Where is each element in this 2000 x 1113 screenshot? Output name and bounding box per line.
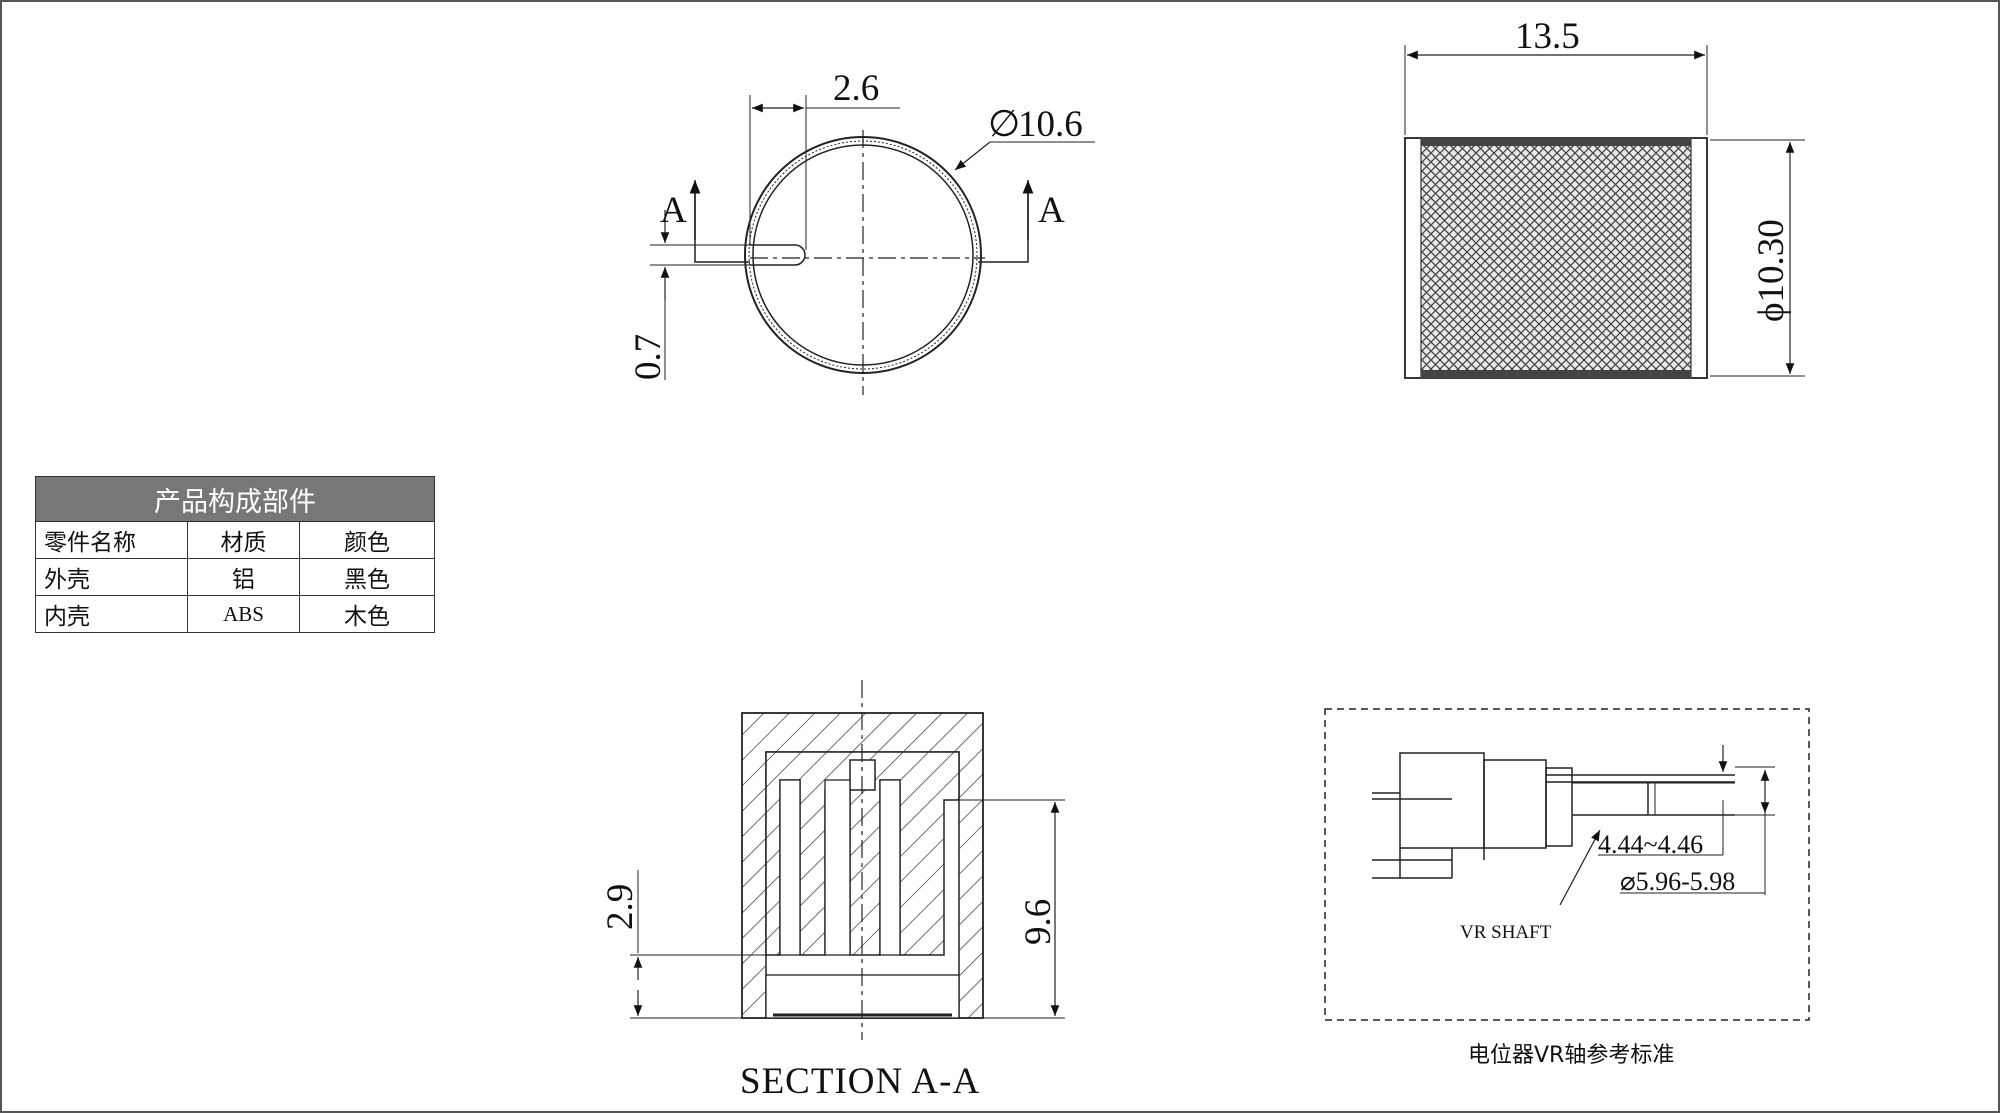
reference-frame [1324,708,1810,1021]
bom-cell-material: ABS [187,595,300,633]
dim-shaft-depth: 2.9 [600,884,641,930]
bom-title: 产品构成部件 [35,476,435,522]
bom-cell-color: 黑色 [299,558,435,596]
shaft-reference [1324,708,1810,1021]
bom-header-part: 零件名称 [35,521,188,559]
table-row: 内壳 ABS 木色 [35,595,435,633]
bom-cell-material: 铝 [187,558,300,596]
dim-outer-diameter: 10.6 [1018,104,1083,145]
bom-cell-part: 内壳 [35,595,188,633]
dim-shaft-diameter: ⌀5.96-5.98 [1620,867,1735,896]
dim-groove-depth: 0.7 [628,334,669,380]
section-marker-left: A [660,190,687,231]
bom-cell-part: 外壳 [35,558,188,596]
vr-shaft-label: VR SHAFT [1460,922,1552,943]
shaft-reference-caption: 电位器VR轴参考标准 [1468,1043,1674,1068]
diameter-symbol: ∅ [988,104,1020,145]
bom-header-row: 零件名称 材质 颜色 [35,521,435,559]
dim-shaft-flat: 4.44~4.46 [1598,830,1703,859]
section-view [630,680,1065,1040]
table-row: 外壳 铝 黑色 [35,558,435,596]
dim-inner-height: 9.6 [1018,899,1059,945]
bom-header-color: 颜色 [299,521,435,559]
knurled-surface [1420,137,1692,379]
shaft-groove [750,244,806,266]
dim-side-diameter: ϕ10.30 [1751,219,1792,322]
bom-cell-color: 木色 [299,595,435,633]
section-marker-right: A [1038,190,1065,231]
top-view [650,95,1095,395]
section-caption: SECTION A-A [740,1061,980,1102]
side-view [1404,45,1805,379]
dim-groove-width: 2.6 [833,68,879,109]
bom-header-material: 材质 [187,521,300,559]
dim-length: 13.5 [1515,16,1580,57]
bom-table: 产品构成部件 零件名称 材质 颜色 外壳 铝 黑色 内壳 ABS 木色 [35,476,435,633]
